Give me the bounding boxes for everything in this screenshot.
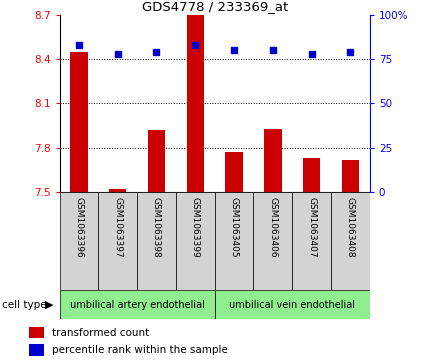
- Point: [231, 47, 238, 53]
- Bar: [215, 192, 253, 290]
- Text: GSM1063398: GSM1063398: [152, 197, 161, 258]
- Bar: [292, 192, 331, 290]
- Point: [308, 51, 315, 57]
- Point: [192, 42, 198, 48]
- Point: [153, 49, 160, 55]
- Text: GSM1063407: GSM1063407: [307, 197, 316, 258]
- Point: [76, 42, 82, 48]
- Text: GSM1063406: GSM1063406: [268, 197, 277, 258]
- Bar: [215, 290, 370, 319]
- Point: [347, 49, 354, 55]
- Bar: [303, 158, 320, 192]
- Text: GSM1063399: GSM1063399: [191, 197, 200, 258]
- Bar: [60, 192, 98, 290]
- Text: umbilical artery endothelial: umbilical artery endothelial: [70, 300, 204, 310]
- Text: GSM1063396: GSM1063396: [74, 197, 83, 258]
- Bar: [29, 344, 44, 356]
- Bar: [60, 290, 215, 319]
- Bar: [225, 152, 243, 192]
- Bar: [253, 192, 292, 290]
- Text: umbilical vein endothelial: umbilical vein endothelial: [229, 300, 355, 310]
- Text: cell type: cell type: [2, 300, 47, 310]
- Title: GDS4778 / 233369_at: GDS4778 / 233369_at: [142, 0, 288, 13]
- Text: transformed count: transformed count: [52, 327, 149, 338]
- Bar: [29, 327, 44, 338]
- Bar: [98, 192, 137, 290]
- Bar: [109, 189, 126, 192]
- Bar: [148, 130, 165, 192]
- Bar: [70, 52, 88, 192]
- Text: GSM1063397: GSM1063397: [113, 197, 122, 258]
- Text: GSM1063408: GSM1063408: [346, 197, 355, 258]
- Point: [269, 47, 276, 53]
- Bar: [342, 160, 359, 192]
- Bar: [331, 192, 370, 290]
- Text: GSM1063405: GSM1063405: [230, 197, 238, 258]
- Text: ▶: ▶: [45, 300, 53, 310]
- Point: [114, 51, 121, 57]
- Text: percentile rank within the sample: percentile rank within the sample: [52, 345, 228, 355]
- Bar: [264, 129, 281, 192]
- Bar: [187, 15, 204, 192]
- Bar: [176, 192, 215, 290]
- Bar: [137, 192, 176, 290]
